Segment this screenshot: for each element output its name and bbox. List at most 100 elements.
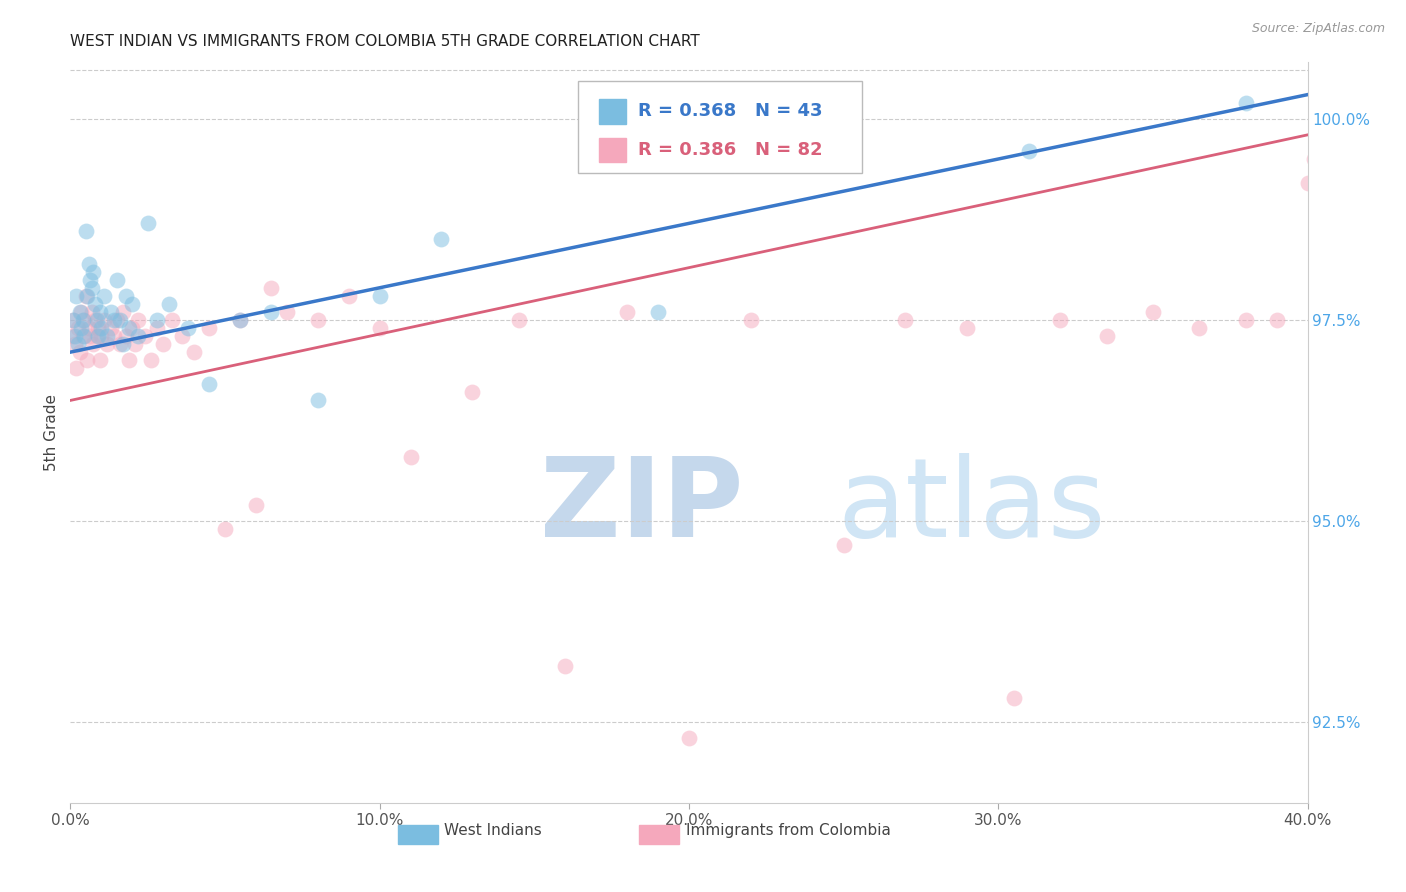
Point <box>1234 313 1257 327</box>
Point <box>62 313 84 327</box>
Point <box>93 289 115 303</box>
Point <box>80 305 103 319</box>
Point <box>72 313 94 327</box>
Point <box>1324 112 1347 126</box>
Bar <box>640 825 679 844</box>
Point <box>260 281 283 295</box>
Point <box>82 337 105 351</box>
Point <box>72 329 94 343</box>
Point <box>90 329 112 343</box>
Point <box>1330 112 1353 126</box>
Point <box>77 321 100 335</box>
Point <box>67 337 90 351</box>
Point <box>118 321 141 335</box>
Point <box>554 659 576 673</box>
Point <box>1049 313 1071 327</box>
Point <box>956 321 979 335</box>
Point <box>121 297 143 311</box>
Text: ZIP: ZIP <box>540 453 744 560</box>
Point <box>136 216 159 230</box>
Point <box>87 321 110 335</box>
Point <box>214 522 236 536</box>
Point <box>82 265 105 279</box>
Point <box>146 313 169 327</box>
Point <box>62 313 84 327</box>
Point <box>1002 691 1025 706</box>
Point <box>1234 95 1257 110</box>
Point <box>1348 103 1371 118</box>
Point <box>60 329 83 343</box>
Point <box>76 289 98 303</box>
Point <box>65 289 87 303</box>
Point <box>678 731 700 746</box>
Point <box>100 321 122 335</box>
Point <box>108 313 131 327</box>
Point <box>1296 176 1319 190</box>
Bar <box>398 825 437 844</box>
Point <box>70 305 93 319</box>
Point <box>100 305 122 319</box>
Point <box>80 281 103 295</box>
Point <box>245 498 267 512</box>
Point <box>177 321 200 335</box>
Point <box>1312 128 1334 142</box>
Point <box>121 321 143 335</box>
Point <box>111 337 134 351</box>
Point <box>89 305 111 319</box>
Point <box>1353 112 1375 126</box>
Point <box>198 377 221 392</box>
Point <box>93 313 115 327</box>
Point <box>115 329 138 343</box>
Point <box>70 321 93 335</box>
Point <box>108 337 131 351</box>
Point <box>368 289 391 303</box>
Point <box>134 329 156 343</box>
Point <box>368 321 391 335</box>
Point <box>127 329 149 343</box>
Text: atlas: atlas <box>838 453 1107 560</box>
Point <box>75 224 97 238</box>
Point <box>115 289 138 303</box>
Point <box>1337 103 1360 118</box>
Point <box>430 232 453 246</box>
Point <box>127 313 149 327</box>
FancyBboxPatch shape <box>578 81 862 173</box>
Point <box>157 297 180 311</box>
Point <box>96 329 118 343</box>
Point <box>111 305 134 319</box>
Point <box>183 345 205 359</box>
Point <box>73 313 96 327</box>
Point <box>229 313 252 327</box>
Point <box>1302 152 1324 166</box>
Point <box>1018 144 1040 158</box>
Point <box>96 337 118 351</box>
Point <box>103 313 125 327</box>
Point <box>63 329 86 343</box>
Point <box>1306 112 1329 126</box>
Point <box>124 337 146 351</box>
Point <box>105 273 128 287</box>
Point <box>146 321 169 335</box>
Point <box>1095 329 1118 343</box>
Point <box>1188 321 1211 335</box>
Point <box>139 353 162 368</box>
Point <box>69 345 91 359</box>
Point <box>65 361 87 376</box>
Point <box>461 385 484 400</box>
Point <box>69 305 91 319</box>
Point <box>1346 128 1368 142</box>
Point <box>337 289 360 303</box>
Point <box>399 450 422 464</box>
Point <box>894 313 917 327</box>
Point <box>229 313 252 327</box>
Point <box>1142 305 1164 319</box>
Point <box>75 289 97 303</box>
Point <box>79 329 101 343</box>
Point <box>1322 103 1344 118</box>
Point <box>1333 128 1355 142</box>
Point <box>162 313 184 327</box>
Point <box>77 257 100 271</box>
Point <box>118 353 141 368</box>
Point <box>307 313 329 327</box>
Bar <box>599 99 626 123</box>
